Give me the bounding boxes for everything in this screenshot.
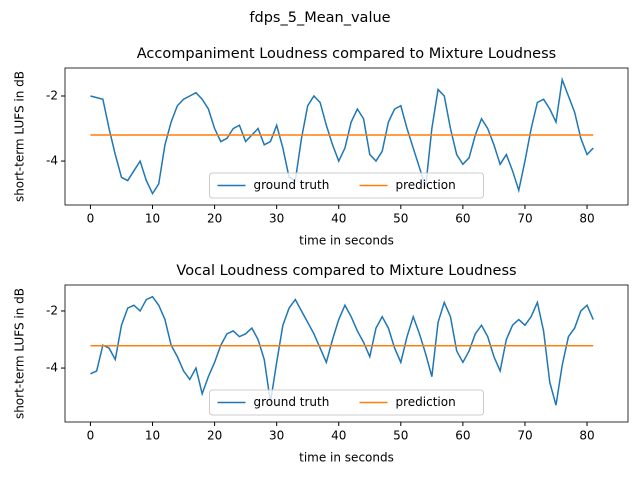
legend-box (209, 172, 484, 199)
x-tick-label: 30 (269, 212, 284, 226)
x-tick-label: 0 (87, 212, 95, 226)
legend-label: ground truth (254, 178, 330, 192)
x-axis-label: time in seconds (299, 451, 394, 465)
x-tick-label: 20 (207, 212, 222, 226)
x-tick-label: 60 (455, 212, 470, 226)
axes-frame (64, 67, 629, 206)
x-tick-label: 50 (393, 212, 408, 226)
x-tick-label: 20 (207, 429, 222, 443)
x-tick-label: 10 (145, 212, 160, 226)
legend: ground truth prediction (209, 389, 484, 416)
x-tick-label: 40 (331, 212, 346, 226)
legend-label: prediction (396, 178, 456, 192)
x-tick-label: 60 (455, 429, 470, 443)
x-tick-label: 10 (145, 429, 160, 443)
x-tick-label: 70 (517, 429, 532, 443)
x-tick-label: 80 (579, 212, 594, 226)
legend-box (209, 389, 484, 416)
x-tick-label: 80 (579, 429, 594, 443)
y-tick-label: -2 (46, 88, 58, 102)
data-line (90, 295, 594, 406)
x-tick-label: 70 (517, 212, 532, 226)
data-line (90, 76, 594, 196)
figure-title: fdps_5_Mean_value (249, 10, 390, 26)
axes-title: Accompaniment Loudness compared to Mixtu… (137, 46, 556, 62)
y-tick-label: -2 (46, 303, 58, 317)
y-axis-label: short-term LUFS in dB (13, 71, 27, 202)
legend: ground truth prediction (209, 172, 484, 199)
legend-label: ground truth (254, 395, 330, 409)
y-tick-label: -4 (46, 154, 58, 168)
x-tick-label: 30 (269, 429, 284, 443)
x-tick-label: 0 (87, 429, 95, 443)
x-axis-label: time in seconds (299, 234, 394, 248)
legend-label: prediction (396, 395, 456, 409)
x-tick-label: 50 (393, 429, 408, 443)
y-axis-label: short-term LUFS in dB (13, 288, 27, 419)
y-tick-label: -4 (46, 361, 58, 375)
x-tick-label: 40 (331, 429, 346, 443)
axes-title: Vocal Loudness compared to Mixture Loudn… (176, 263, 516, 279)
axes-frame (64, 284, 629, 423)
